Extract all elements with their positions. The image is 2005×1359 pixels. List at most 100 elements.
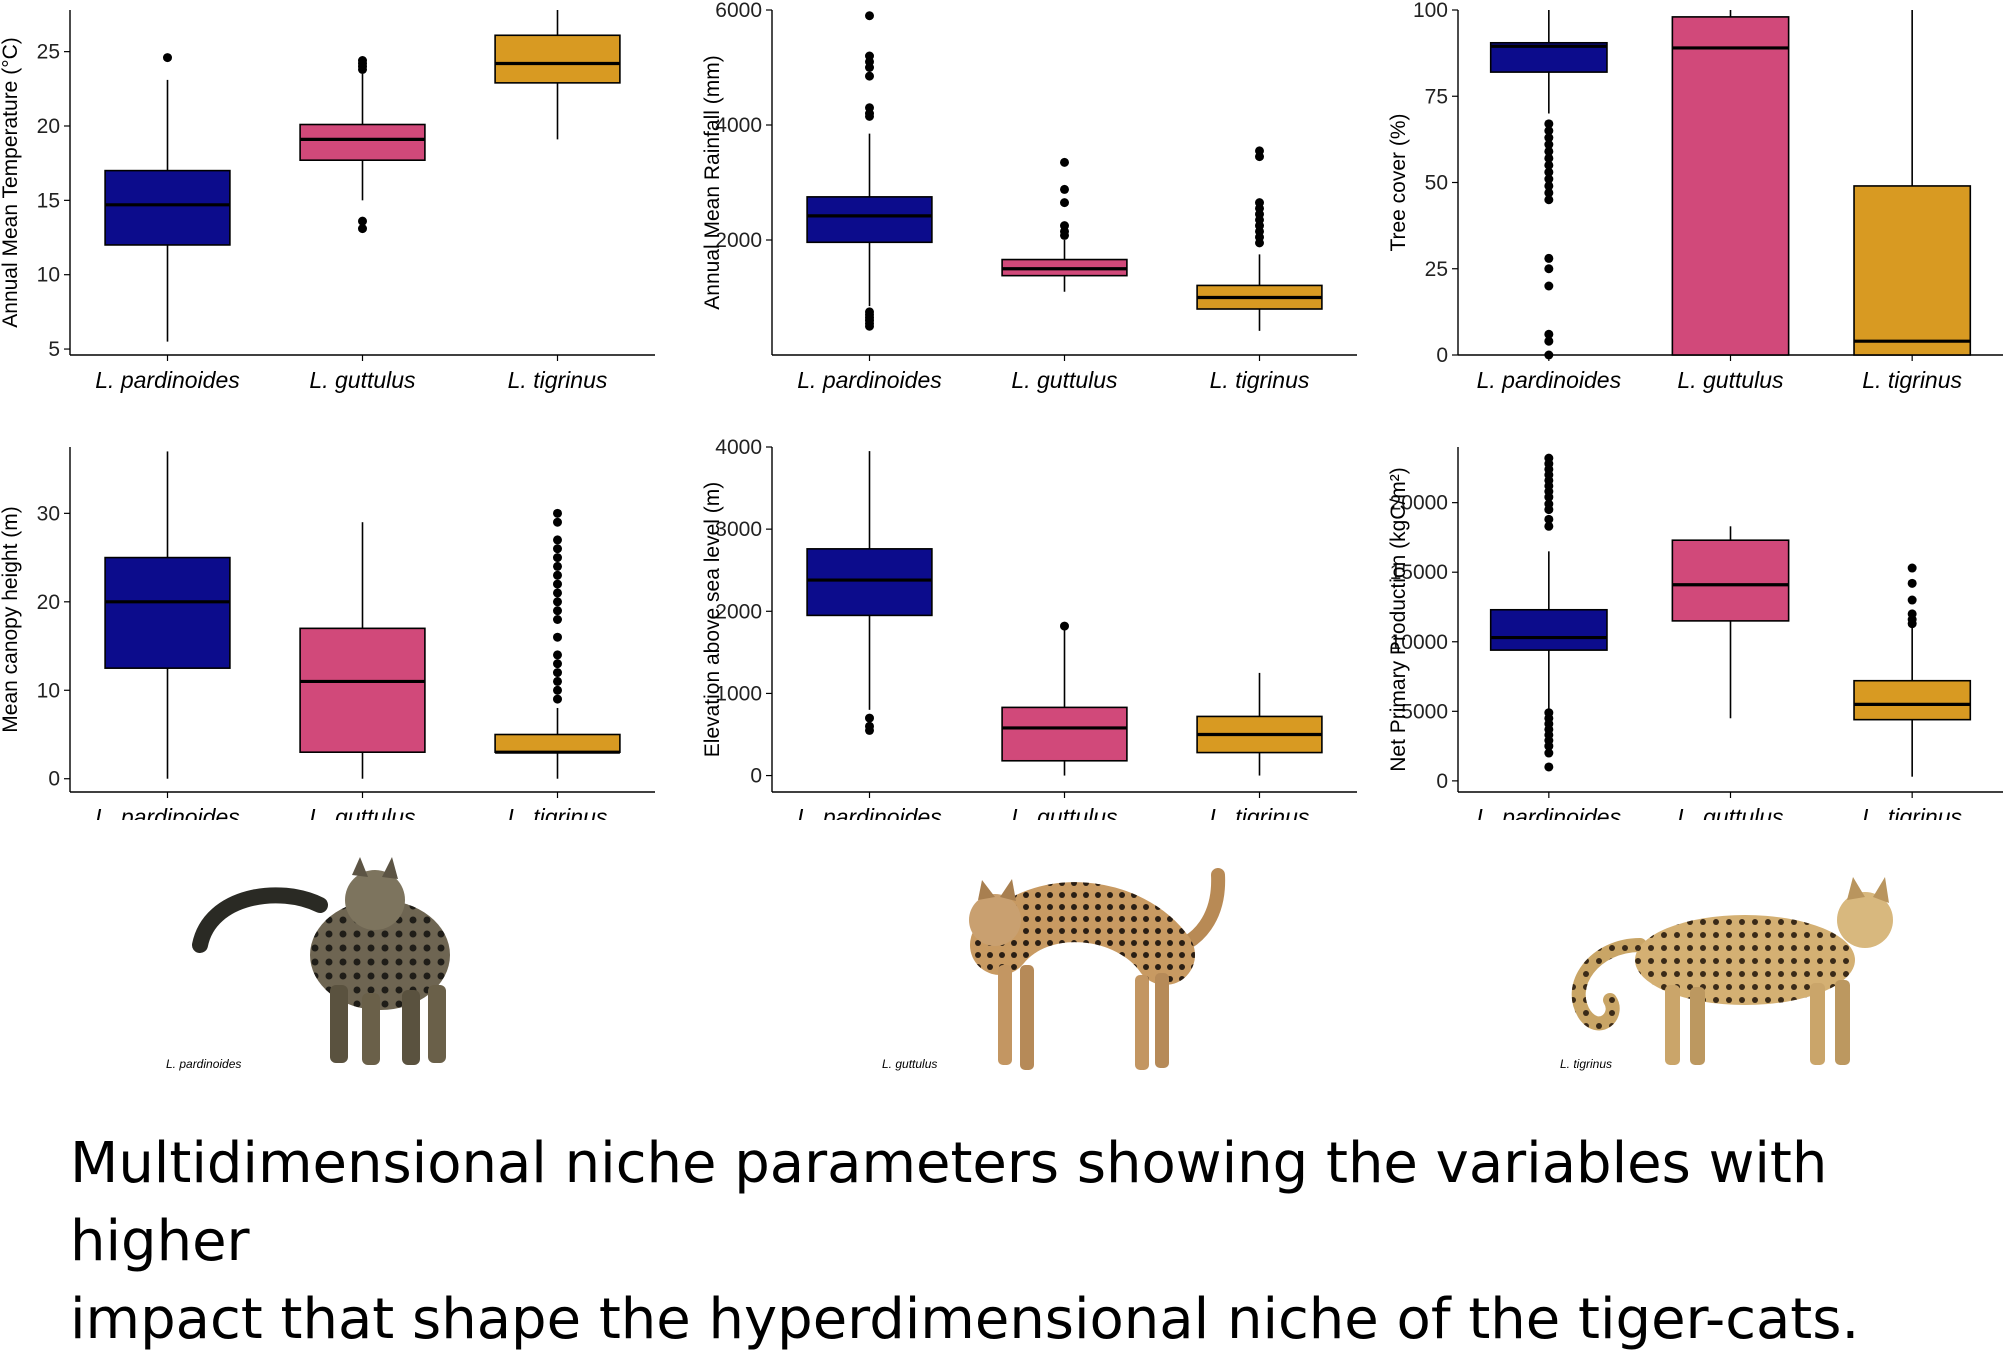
- box-lguttulus: [299, 56, 426, 234]
- iqr-box: [494, 733, 621, 753]
- y-tick-label: 3000: [715, 518, 762, 541]
- y-tick-label: 100: [1413, 0, 1448, 22]
- outlier-point: [1544, 146, 1554, 156]
- y-tick-label: 1000: [715, 682, 762, 705]
- x-tick-label: L. pardinoides: [95, 367, 240, 393]
- iqr-box: [494, 34, 621, 84]
- chart-panel-3: 0 25 50 75 100 Tree cover (%) L. pardinoides L.…: [1387, 0, 2003, 393]
- y-tick-label: 20: [37, 115, 60, 138]
- cat-pardinoides-illustration: [192, 857, 450, 1065]
- cat-tigrinus-illustration: [1571, 877, 1893, 1065]
- iqr-box: [1001, 706, 1128, 762]
- x-tick-label: L. tigrinus: [508, 367, 608, 393]
- outlier-point: [1544, 126, 1554, 136]
- box-lguttulus: [1001, 157, 1128, 292]
- x-tick-label: L. guttulus: [1677, 367, 1784, 393]
- y-axis-title: Annual Mean Temperature (°C): [0, 37, 22, 327]
- iqr-box: [1853, 185, 1972, 356]
- y-tick-label: 4000: [715, 436, 762, 459]
- outlier-point: [865, 71, 874, 81]
- photo-label-pardinoides: L. pardinoides: [166, 1057, 242, 1071]
- outlier-point: [1060, 184, 1069, 194]
- x-tick-label: L. guttulus: [1011, 804, 1118, 820]
- box-ltigrinus: [1853, 10, 1972, 356]
- chart-panel-4: 0 10 20 30 Mean canopy height (m) L. pardinoi…: [0, 447, 655, 820]
- outlier-point: [1544, 748, 1554, 758]
- iqr-box: [1671, 16, 1790, 356]
- outlier-point: [1060, 230, 1069, 240]
- y-tick-label: 10: [37, 264, 60, 287]
- box-ltigrinus: [1196, 146, 1323, 331]
- outlier-point: [1060, 157, 1069, 167]
- outlier-point: [1255, 152, 1264, 162]
- box-lguttulus: [1671, 526, 1790, 719]
- box-lguttulus: [1001, 621, 1128, 776]
- outlier-point: [553, 694, 562, 704]
- outlier-point: [553, 615, 562, 624]
- outlier-point: [358, 216, 367, 226]
- photo-label-tigrinus: L. tigrinus: [1560, 1057, 1613, 1071]
- outlier-point: [865, 725, 874, 735]
- outlier-point: [553, 553, 562, 563]
- y-axis-title: Mean canopy height (m): [0, 506, 22, 732]
- x-tick-label: L. tigrinus: [1210, 804, 1310, 820]
- outlier-point: [1255, 238, 1264, 248]
- x-tick-label: L. pardinoides: [1477, 367, 1622, 393]
- outlier-point: [553, 579, 562, 589]
- outlier-point: [553, 561, 562, 571]
- outlier-point: [1544, 133, 1554, 143]
- outlier-point: [1544, 264, 1554, 274]
- photo-l-guttulus: [950, 855, 1240, 1080]
- iqr-box: [1489, 608, 1608, 651]
- chart-grid: 5 10 15 20 25 Annual Mean Temperature (°C) L. …: [0, 0, 2003, 820]
- outlier-point: [553, 632, 562, 642]
- outlier-point: [1544, 336, 1554, 346]
- outlier-point: [553, 685, 562, 695]
- y-tick-label: 25: [37, 41, 60, 64]
- chart-panel-5: 0 1000 2000 3000 4000 Elevation above sea lev…: [701, 436, 1357, 820]
- iqr-box: [104, 169, 231, 246]
- caption-line-2: impact that shape the hyperdimensional n…: [70, 1287, 1860, 1352]
- box-lpardinoides: [806, 11, 933, 331]
- y-tick-label: 10000: [1390, 631, 1448, 654]
- outlier-point: [163, 53, 172, 63]
- outlier-point: [553, 650, 562, 660]
- outlier-point: [1544, 140, 1554, 150]
- outlier-point: [865, 63, 874, 72]
- outlier-point: [865, 713, 874, 723]
- box-ltigrinus: [1853, 563, 1972, 777]
- y-axis-title: Elevation above sea level (m): [701, 482, 724, 757]
- outlier-point: [1544, 741, 1554, 751]
- outlier-point: [358, 224, 367, 234]
- iqr-box: [299, 123, 426, 161]
- outlier-point: [553, 606, 562, 616]
- outlier-point: [553, 570, 562, 580]
- x-tick-label: L. tigrinus: [508, 804, 608, 820]
- outlier-point: [1544, 174, 1554, 184]
- outlier-point: [1544, 160, 1554, 170]
- box-lpardinoides: [806, 451, 933, 735]
- outlier-point: [1060, 621, 1069, 631]
- chart-panel-1: 5 10 15 20 25 Annual Mean Temperature (°C) L. …: [0, 10, 655, 393]
- y-tick-label: 30: [37, 502, 60, 525]
- y-tick-label: 0: [750, 765, 762, 788]
- x-tick-label: L. tigrinus: [1862, 804, 1962, 820]
- outlier-point: [553, 517, 562, 527]
- x-tick-label: L. tigrinus: [1862, 367, 1962, 393]
- x-tick-label: L. guttulus: [309, 804, 416, 820]
- iqr-box: [104, 556, 231, 669]
- outlier-point: [358, 56, 367, 66]
- y-tick-label: 75: [1425, 85, 1448, 108]
- y-tick-label: 20000: [1390, 492, 1448, 515]
- box-lguttulus: [1671, 10, 1790, 356]
- x-tick-label: L. pardinoides: [95, 804, 240, 820]
- box-lpardinoides: [1489, 10, 1608, 360]
- figure-caption: Multidimensional niche parameters showin…: [70, 1125, 1970, 1359]
- iqr-box: [1671, 539, 1790, 622]
- outlier-point: [1544, 119, 1554, 129]
- box-ltigrinus: [1196, 672, 1323, 776]
- x-tick-label: L. guttulus: [309, 367, 416, 393]
- iqr-box: [806, 196, 933, 244]
- y-tick-label: 10: [37, 679, 60, 702]
